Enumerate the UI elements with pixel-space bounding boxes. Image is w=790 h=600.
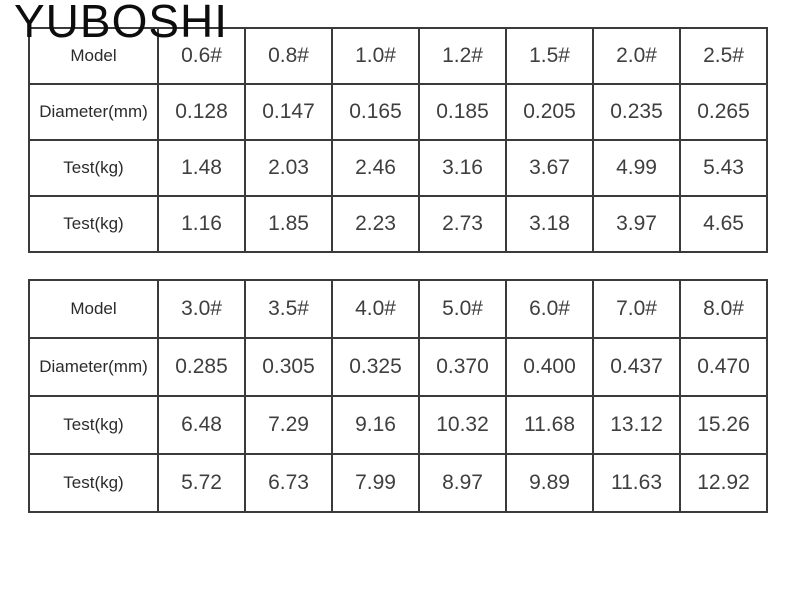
table-cell: 9.16 (331, 395, 420, 455)
table-cell: 3.67 (505, 139, 594, 197)
table-row: Test(kg) 5.72 6.73 7.99 8.97 9.89 11.63 12.92 (28, 453, 768, 513)
table-cell: 0.470 (679, 337, 768, 397)
table-cell: 3.5# (244, 279, 333, 339)
table-cell: 3.16 (418, 139, 507, 197)
table-cell: 6.48 (157, 395, 246, 455)
table-row: Diameter(mm) 0.285 0.305 0.325 0.370 0.400 0.4… (28, 337, 768, 397)
table-cell: 1.2# (418, 27, 507, 85)
table-cell: 4.65 (679, 195, 768, 253)
table-cell: 0.265 (679, 83, 768, 141)
table-row: Diameter(mm) 0.128 0.147 0.165 0.185 0.205 0.2… (28, 83, 768, 141)
table-cell: 7.0# (592, 279, 681, 339)
table-cell: 6.73 (244, 453, 333, 513)
table-cell: 0.235 (592, 83, 681, 141)
row-label: Test(kg) (28, 453, 159, 513)
table-cell: 0.8# (244, 27, 333, 85)
table-cell: 3.97 (592, 195, 681, 253)
table-cell: 11.63 (592, 453, 681, 513)
table-cell: 10.32 (418, 395, 507, 455)
table-cell: 4.99 (592, 139, 681, 197)
table-cell: 0.400 (505, 337, 594, 397)
table-cell: 8.0# (679, 279, 768, 339)
table-cell: 2.03 (244, 139, 333, 197)
table-cell: 0.205 (505, 83, 594, 141)
row-label: Diameter(mm) (28, 83, 159, 141)
table-cell: 0.128 (157, 83, 246, 141)
table-cell: 0.6# (157, 27, 246, 85)
table-cell: 4.0# (331, 279, 420, 339)
table-cell: 7.99 (331, 453, 420, 513)
table-cell: 0.305 (244, 337, 333, 397)
row-label: Model (28, 27, 159, 85)
table-row: Model 0.6# 0.8# 1.0# 1.2# 1.5# 2.0# 2.5# (28, 27, 768, 85)
table-cell: 2.23 (331, 195, 420, 253)
table-cell: 0.147 (244, 83, 333, 141)
table-cell: 0.325 (331, 337, 420, 397)
table-cell: 3.0# (157, 279, 246, 339)
brand-logo: YUBOSHI (14, 0, 229, 47)
table-cell: 8.97 (418, 453, 507, 513)
table-cell: 2.0# (592, 27, 681, 85)
table-cell: 0.165 (331, 83, 420, 141)
table-cell: 5.72 (157, 453, 246, 513)
row-label: Diameter(mm) (28, 337, 159, 397)
table-cell: 11.68 (505, 395, 594, 455)
table-cell: 6.0# (505, 279, 594, 339)
table-cell: 13.12 (592, 395, 681, 455)
row-label: Test(kg) (28, 195, 159, 253)
table-cell: 1.48 (157, 139, 246, 197)
table-cell: 1.16 (157, 195, 246, 253)
table-row: Model 3.0# 3.5# 4.0# 5.0# 6.0# 7.0# 8.0# (28, 279, 768, 339)
table-cell: 0.285 (157, 337, 246, 397)
table-cell: 9.89 (505, 453, 594, 513)
table-cell: 2.73 (418, 195, 507, 253)
table-cell: 7.29 (244, 395, 333, 455)
table-row: Test(kg) 1.16 1.85 2.23 2.73 3.18 3.97 4.65 (28, 195, 768, 253)
table-cell: 3.18 (505, 195, 594, 253)
row-label: Model (28, 279, 159, 339)
spec-table-2: Model 3.0# 3.5# 4.0# 5.0# 6.0# 7.0# 8.0# Diamete… (28, 279, 768, 513)
row-label: Test(kg) (28, 139, 159, 197)
table-row: Test(kg) 1.48 2.03 2.46 3.16 3.67 4.99 5.43 (28, 139, 768, 197)
table-cell: 0.370 (418, 337, 507, 397)
table-row: Test(kg) 6.48 7.29 9.16 10.32 11.68 13.12 15.26 (28, 395, 768, 455)
table-cell: 2.5# (679, 27, 768, 85)
table-cell: 0.185 (418, 83, 507, 141)
table-cell: 1.5# (505, 27, 594, 85)
table-cell: 1.0# (331, 27, 420, 85)
table-cell: 12.92 (679, 453, 768, 513)
row-label: Test(kg) (28, 395, 159, 455)
table-cell: 15.26 (679, 395, 768, 455)
spec-table-1: Model 0.6# 0.8# 1.0# 1.2# 1.5# 2.0# 2.5# Diamete… (28, 27, 768, 253)
table-cell: 0.437 (592, 337, 681, 397)
table-cell: 1.85 (244, 195, 333, 253)
table-cell: 5.0# (418, 279, 507, 339)
table-cell: 2.46 (331, 139, 420, 197)
table-cell: 5.43 (679, 139, 768, 197)
